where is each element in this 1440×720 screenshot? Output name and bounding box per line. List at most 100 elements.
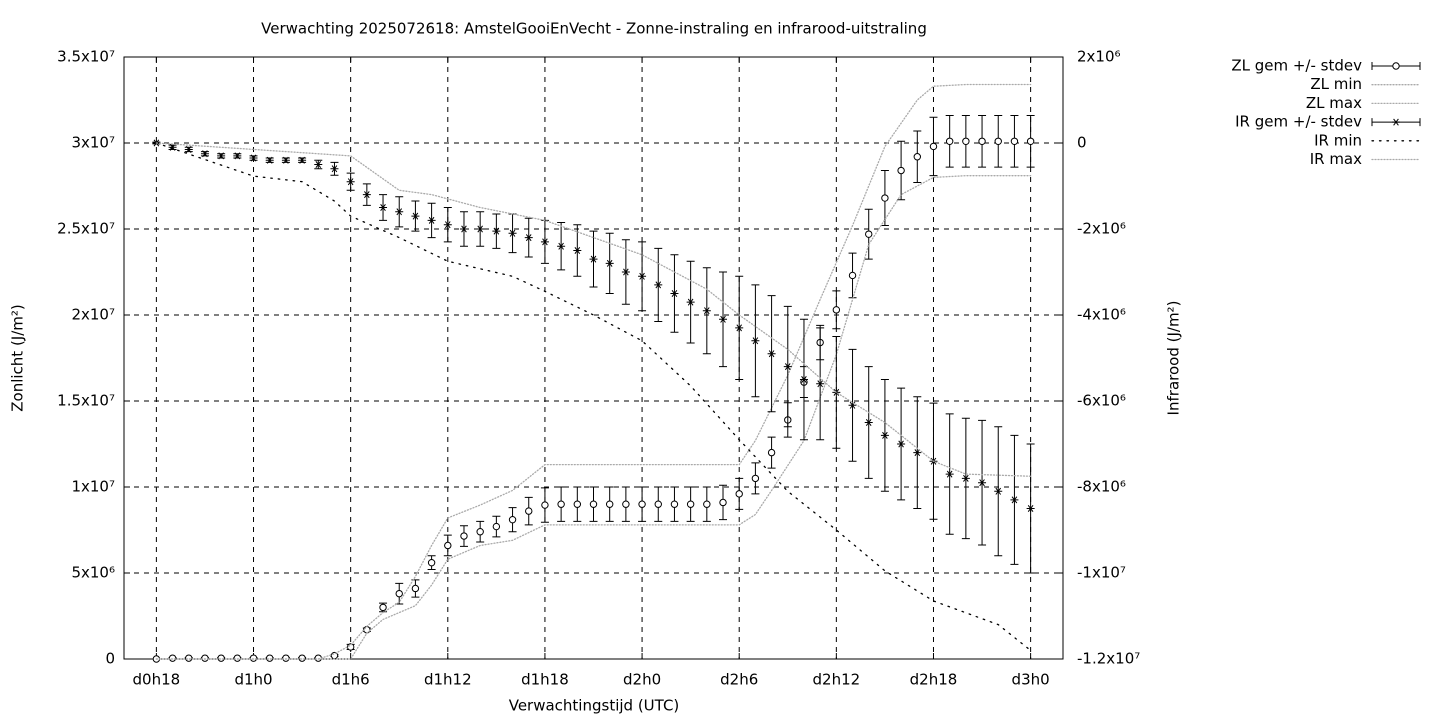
- y2-tick-label: 2x10⁶: [1077, 48, 1121, 66]
- x-tick-label: d1h6: [332, 671, 370, 689]
- point: [994, 137, 1002, 145]
- point: [427, 558, 436, 567]
- chart-title: Verwachting 2025072618: AmstelGooiEnVech…: [261, 20, 927, 38]
- point: [201, 654, 209, 662]
- point: [865, 230, 873, 238]
- point: [654, 281, 663, 289]
- point: [266, 654, 274, 662]
- point: [703, 500, 711, 508]
- point: [605, 259, 614, 267]
- point: [185, 654, 193, 662]
- point: [524, 234, 533, 242]
- y-tick-label: 1x10⁷: [71, 478, 115, 496]
- point: [719, 315, 728, 323]
- legend-label: IR gem +/- stdev: [1235, 113, 1362, 131]
- point: [492, 227, 501, 235]
- point: [686, 298, 695, 306]
- point: [265, 156, 274, 164]
- point: [460, 532, 468, 540]
- series-line: [155, 83, 1032, 660]
- point: [1026, 137, 1035, 145]
- y2-tick-label: -4x10⁶: [1077, 306, 1126, 324]
- point: [298, 156, 307, 164]
- point: [200, 150, 209, 158]
- point: [962, 137, 970, 145]
- point: [864, 419, 873, 426]
- point: [444, 541, 452, 550]
- point: [379, 204, 388, 211]
- point: [362, 191, 371, 199]
- point: [670, 500, 679, 508]
- point: [168, 143, 177, 151]
- point: [346, 178, 355, 186]
- y-tick-label: 5x10⁶: [71, 564, 115, 582]
- x-tick-label: d2h0: [623, 671, 661, 689]
- point: [751, 474, 760, 483]
- y-tick-label: 3.5x10⁷: [57, 48, 115, 66]
- point: [411, 584, 420, 593]
- point: [735, 490, 743, 498]
- x-tick-label: d3h0: [1012, 671, 1050, 689]
- y2-tick-label: -1x10⁷: [1077, 564, 1126, 582]
- point: [443, 221, 452, 229]
- point: [799, 375, 808, 384]
- x-tick-label: d1h18: [521, 671, 569, 689]
- point: [282, 654, 290, 662]
- point: [508, 229, 517, 237]
- point: [880, 431, 889, 439]
- y-tick-label: 1.5x10⁷: [57, 392, 115, 410]
- point: [767, 448, 776, 457]
- point: [298, 654, 306, 662]
- point: [541, 501, 549, 509]
- point: [897, 440, 906, 448]
- point: [605, 500, 614, 508]
- point: [540, 238, 549, 246]
- point: [395, 589, 403, 598]
- legend-label: ZL gem +/- stdev: [1231, 57, 1362, 75]
- y-tick-label: 3x10⁷: [71, 134, 115, 152]
- point: [994, 487, 1003, 495]
- point: [881, 194, 889, 202]
- legend-marker: [1392, 118, 1400, 126]
- point: [217, 152, 226, 160]
- point: [783, 363, 792, 371]
- point: [945, 470, 954, 478]
- y2-tick-label: -2x10⁶: [1077, 220, 1126, 238]
- y2-tick-label: -6x10⁶: [1077, 392, 1126, 410]
- x-axis-label: Verwachtingstijd (UTC): [509, 697, 680, 715]
- point: [945, 137, 954, 145]
- x-tick-label: d1h12: [424, 671, 472, 689]
- legend-label: ZL min: [1310, 75, 1362, 93]
- x-tick-label: d2h18: [910, 671, 958, 689]
- point: [961, 474, 970, 482]
- x-tick-label: d2h6: [720, 671, 758, 689]
- point: [233, 654, 242, 662]
- point: [476, 225, 485, 233]
- point: [913, 153, 921, 161]
- x-tick-label: d2h12: [813, 671, 861, 689]
- point: [573, 500, 582, 508]
- point: [508, 515, 517, 524]
- point: [1010, 137, 1019, 145]
- y2-tick-label: -8x10⁶: [1077, 478, 1126, 496]
- y-tick-label: 2.5x10⁷: [57, 220, 115, 238]
- point: [573, 247, 582, 254]
- point: [557, 242, 566, 250]
- point: [621, 268, 630, 276]
- series-line: [155, 142, 1032, 477]
- point: [427, 216, 436, 224]
- point: [589, 500, 598, 508]
- point: [751, 337, 760, 345]
- point: [913, 449, 922, 457]
- point: [233, 152, 242, 160]
- point: [1010, 496, 1019, 504]
- point: [719, 498, 727, 507]
- point: [395, 208, 404, 216]
- plot-frame: [123, 56, 1064, 660]
- legend-label: ZL max: [1306, 94, 1362, 112]
- point: [654, 500, 662, 508]
- point: [314, 161, 323, 168]
- point: [476, 528, 484, 536]
- point: [363, 626, 371, 634]
- point: [686, 500, 695, 508]
